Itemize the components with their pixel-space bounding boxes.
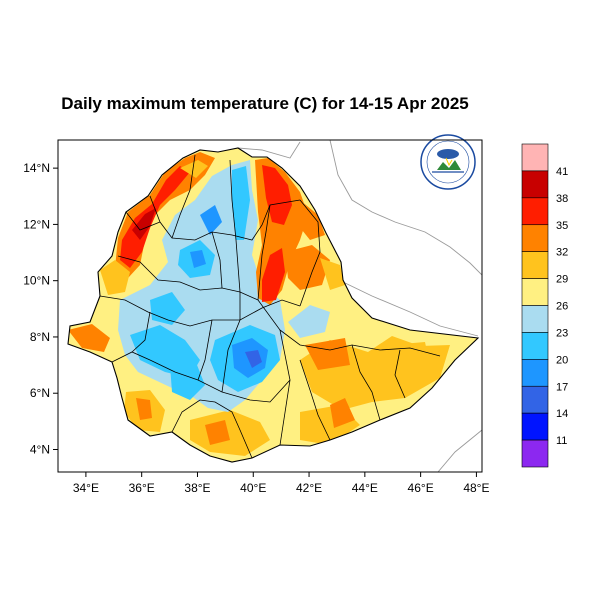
temperature-field xyxy=(68,148,478,462)
legend-swatch xyxy=(521,143,549,172)
x-tick-label: 36°E xyxy=(129,481,155,495)
legend-swatch xyxy=(521,170,549,199)
legend-label: 26 xyxy=(556,301,568,313)
x-tick-label: 38°E xyxy=(184,481,210,495)
y-tick-label: 8°N xyxy=(30,330,50,344)
ethiopian-meteorology-institute-logo xyxy=(420,134,476,190)
x-tick-label: 42°E xyxy=(296,481,322,495)
legend-swatch xyxy=(521,359,549,387)
legend-label: 38 xyxy=(556,193,568,205)
legend-swatch xyxy=(521,439,549,468)
legend-swatch xyxy=(521,224,549,252)
legend-label: 20 xyxy=(556,354,568,366)
x-tick-label: 34°E xyxy=(73,481,99,495)
legend-swatch xyxy=(521,385,549,414)
legend-swatch xyxy=(521,251,549,279)
legend-swatch xyxy=(521,197,549,226)
y-tick-label: 14°N xyxy=(23,161,50,175)
legend-swatch xyxy=(521,305,549,333)
y-tick-label: 10°N xyxy=(23,274,50,288)
legend-swatch xyxy=(521,278,549,306)
legend-label: 35 xyxy=(556,220,568,232)
x-tick-label: 44°E xyxy=(352,481,378,495)
legend-label: 17 xyxy=(556,381,568,393)
legend-label: 32 xyxy=(556,247,568,259)
map-title: Daily maximum temperature (C) for 14-15 … xyxy=(61,94,469,113)
plot-frame xyxy=(57,139,483,473)
x-tick-label: 46°E xyxy=(408,481,434,495)
legend-label: 14 xyxy=(556,408,568,420)
legend-label: 23 xyxy=(556,327,568,339)
x-axis: 34°E 36°E 38°E 40°E 42°E 44°E 46°E 48°E xyxy=(73,472,489,495)
neighbour-borders xyxy=(237,140,482,472)
legend-label: 11 xyxy=(556,435,567,447)
legend-swatch xyxy=(521,332,549,360)
legend-swatch xyxy=(521,412,549,441)
x-tick-label: 48°E xyxy=(463,481,489,495)
y-axis: 4°N 6°N 8°N 10°N 12°N 14°N xyxy=(23,161,58,456)
legend-label: 29 xyxy=(556,274,568,286)
color-legend: 41 38 35 32 29 26 23 20 17 14 11 xyxy=(521,143,568,468)
admin-boundaries xyxy=(99,154,441,459)
legend-label: 41 xyxy=(556,166,568,178)
y-tick-label: 6°N xyxy=(30,386,50,400)
y-tick-label: 12°N xyxy=(23,217,50,231)
y-tick-label: 4°N xyxy=(30,442,50,456)
x-tick-label: 40°E xyxy=(240,481,266,495)
